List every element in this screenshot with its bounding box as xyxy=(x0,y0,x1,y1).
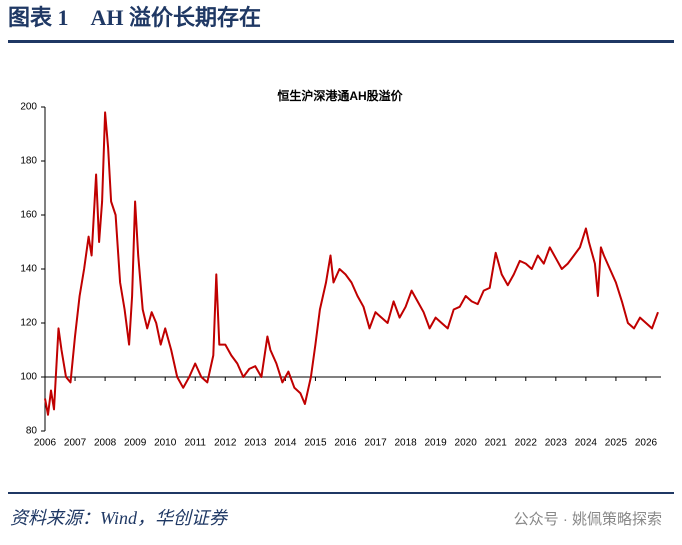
line-series xyxy=(44,111,659,416)
x-tick-label: 2008 xyxy=(94,438,117,449)
x-tick-label: 2011 xyxy=(184,438,206,449)
x-tick-label: 2023 xyxy=(545,438,568,449)
title-rule xyxy=(8,40,674,43)
x-tick-label: 2009 xyxy=(124,438,147,449)
chart-title: 恒生沪深港通AH股溢价 xyxy=(277,88,403,103)
x-tick-label: 2020 xyxy=(455,438,478,449)
x-tick-label: 2018 xyxy=(394,438,417,449)
x-tick-label: 2019 xyxy=(425,438,448,449)
x-tick-label: 2007 xyxy=(64,438,87,449)
y-tick-label: 80 xyxy=(26,426,38,437)
x-tick-label: 2013 xyxy=(244,438,267,449)
y-tick-label: 180 xyxy=(20,156,37,167)
x-tick-label: 2026 xyxy=(635,438,658,449)
x-tick-label: 2006 xyxy=(34,438,57,449)
x-tick-label: 2025 xyxy=(605,438,628,449)
y-tick-label: 200 xyxy=(20,102,37,113)
watermark: 公众号 · 姚佩策略探索 xyxy=(514,511,662,528)
x-tick-label: 2012 xyxy=(214,438,237,449)
x-tick-label: 2014 xyxy=(274,438,297,449)
x-tick-label: 2015 xyxy=(304,438,327,449)
y-tick-label: 140 xyxy=(20,264,37,275)
x-tick-label: 2024 xyxy=(575,438,598,449)
x-tick-label: 2010 xyxy=(154,438,177,449)
x-tick-label: 2017 xyxy=(364,438,387,449)
source-note: 资料来源：Wind，华创证券 xyxy=(10,508,229,528)
x-tick-label: 2022 xyxy=(515,438,538,449)
x-tick-label: 2016 xyxy=(334,438,357,449)
x-tick-label: 2021 xyxy=(485,438,508,449)
y-tick-label: 100 xyxy=(20,372,37,383)
y-tick-label: 120 xyxy=(20,318,37,329)
y-tick-label: 160 xyxy=(20,210,37,221)
footer-rule xyxy=(8,492,674,494)
figure-title: 图表 1 AH 溢价长期存在 xyxy=(8,5,261,30)
